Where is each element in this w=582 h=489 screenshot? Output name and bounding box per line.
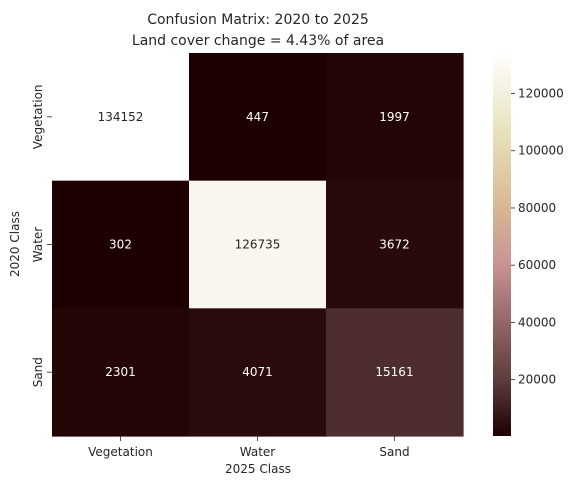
colorbar-tick-label: 40000 [518, 315, 556, 329]
colorbar-tick-label: 80000 [518, 201, 556, 215]
colorbar-tick-label: 60000 [518, 258, 556, 272]
x-tick-label: Vegetation [88, 445, 153, 459]
heatmap-cell [52, 308, 190, 437]
x-tick-label: Sand [379, 445, 409, 459]
y-axis-ticks: Vegetation Water Sand [31, 84, 52, 387]
y-axis-label: 2020 Class [8, 211, 22, 277]
x-axis-ticks: Vegetation Water Sand [88, 436, 410, 459]
colorbar [493, 53, 511, 436]
heatmap-cell [189, 308, 327, 437]
heatmap-cell [326, 53, 464, 182]
heatmap-cell [189, 180, 327, 309]
cell-value-label: 2301 [105, 365, 136, 379]
heatmap-cell [189, 53, 327, 182]
y-tick-label: Sand [31, 357, 45, 387]
chart-title-line1: Confusion Matrix: 2020 to 2025 [147, 12, 369, 28]
y-tick-label: Water [31, 227, 45, 263]
heatmap-cells [52, 53, 464, 437]
colorbar-tick-label: 120000 [518, 86, 564, 100]
cell-value-label: 447 [246, 110, 269, 124]
cell-value-label: 126735 [235, 238, 281, 252]
heatmap-cell-labels: 134152 447 1997 302 126735 3672 2301 4071 15161 [98, 110, 414, 379]
cell-value-label: 4071 [242, 365, 273, 379]
heatmap-cell [326, 308, 464, 437]
colorbar-tick-label: 100000 [518, 144, 564, 158]
heatmap-cell [326, 180, 464, 309]
chart-title-line2: Land cover change = 4.43% of area [132, 33, 384, 49]
cell-value-label: 1997 [379, 110, 410, 124]
colorbar-ticks: 20000 40000 60000 80000 100000 120000 [511, 86, 564, 387]
heatmap-cell [52, 180, 190, 309]
cell-value-label: 15161 [375, 365, 413, 379]
x-axis-label: 2025 Class [225, 462, 291, 476]
cell-value-label: 302 [109, 238, 132, 252]
cell-value-label: 134152 [98, 110, 144, 124]
y-tick-label: Vegetation [31, 84, 45, 149]
heatmap-cell [52, 53, 190, 182]
colorbar-tick-label: 20000 [518, 373, 556, 387]
x-tick-label: Water [240, 445, 276, 459]
cell-value-label: 3672 [379, 238, 410, 252]
